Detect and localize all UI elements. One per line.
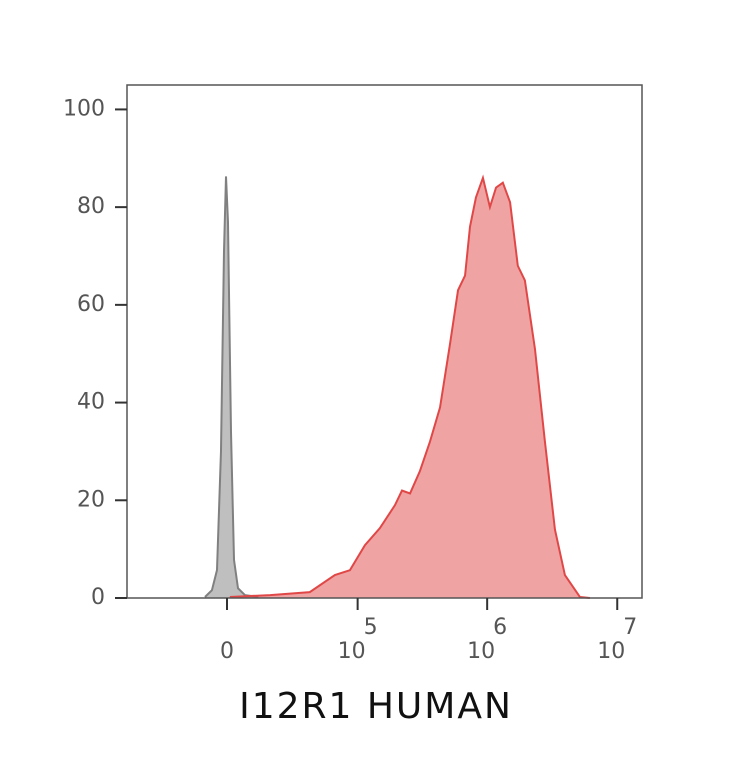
- y-tick-label: 80: [77, 194, 105, 219]
- x-tick-label: 10: [597, 639, 625, 664]
- x-tick-exponent: 7: [623, 615, 637, 640]
- x-tick-label: 0: [220, 639, 234, 664]
- y-tick-label: 40: [77, 390, 105, 415]
- y-tick-label: 20: [77, 487, 105, 512]
- histogram-area: [204, 176, 259, 598]
- x-tick-exponent: 5: [364, 615, 378, 640]
- x-tick-exponent: 6: [493, 615, 507, 640]
- x-axis-label: I12R1 HUMAN: [239, 686, 513, 727]
- plot-frame: [126, 84, 643, 599]
- histogram-line: [229, 174, 590, 599]
- y-tick-label: 0: [91, 585, 105, 610]
- y-tick-label: 60: [77, 292, 105, 317]
- y-tick-label: 100: [63, 96, 105, 121]
- x-tick-label: 10: [338, 639, 366, 664]
- histogram-line: [204, 176, 259, 599]
- histogram-area: [229, 177, 590, 599]
- x-tick-label: 10: [467, 639, 495, 664]
